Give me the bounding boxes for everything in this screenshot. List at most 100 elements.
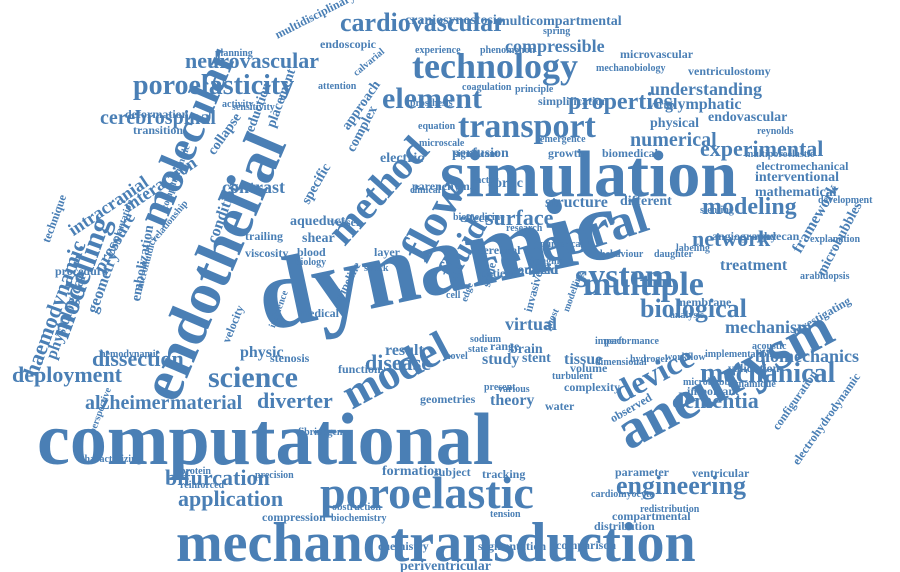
- cloud-word: present: [484, 382, 516, 393]
- cloud-word: phenomenon: [480, 45, 536, 56]
- cloud-word: daughter: [654, 249, 693, 260]
- cloud-word: coagulation: [462, 82, 512, 93]
- cloud-word: clinical: [410, 185, 441, 196]
- cloud-word: sodium: [470, 334, 502, 345]
- cloud-word: dementia: [672, 388, 759, 413]
- cloud-word: cerebrospinal: [100, 107, 216, 129]
- cloud-word: geometries: [420, 392, 476, 406]
- cloud-word: state: [468, 344, 488, 355]
- cloud-word: brain: [510, 342, 543, 357]
- cloud-word: vessel: [330, 215, 360, 229]
- cloud-word: virtual: [505, 314, 557, 334]
- cloud-word: biology: [295, 257, 327, 268]
- cloud-word: ventriculostomy: [688, 64, 771, 78]
- cloud-word: redistribution: [640, 504, 700, 515]
- cloud-word: periventricular: [400, 559, 491, 572]
- cloud-word: multicompartmental: [498, 14, 622, 29]
- cloud-word: implementation: [705, 349, 773, 360]
- cloud-word: dynamique: [728, 379, 776, 390]
- cloud-word: reinforced: [180, 480, 225, 491]
- cloud-word: disease: [365, 350, 431, 375]
- cloud-word: effect: [460, 211, 488, 225]
- cloud-word: explanation: [810, 234, 861, 245]
- cloud-word: cell: [446, 290, 461, 301]
- cloud-word: craniosynostosis: [405, 13, 503, 28]
- cloud-word: stent: [522, 351, 551, 366]
- cloud-word: turbulent: [552, 371, 593, 382]
- cloud-word: system: [575, 258, 674, 295]
- cloud-word: subject: [434, 465, 471, 479]
- cloud-word: stenting: [700, 205, 734, 216]
- cloud-word: biomedicine: [453, 212, 505, 223]
- cloud-word: study: [482, 351, 520, 368]
- cloud-word: technique: [39, 192, 70, 245]
- cloud-word: comparison: [556, 538, 616, 552]
- cloud-word: mechanism: [725, 317, 812, 337]
- cloud-word: cerebral: [478, 243, 521, 257]
- cloud-word: workflow: [665, 352, 706, 363]
- cloud-word: properties: [568, 89, 673, 115]
- cloud-word: simplification: [538, 94, 609, 108]
- cloud-word: impact: [595, 336, 625, 347]
- cloud-word: application: [178, 486, 284, 511]
- cloud-word: obstruction: [332, 502, 381, 513]
- cloud-word: trailing: [245, 229, 283, 243]
- cloud-word: principle: [515, 84, 554, 95]
- cloud-word: activity: [222, 99, 254, 110]
- cloud-word: arabidopsis: [800, 271, 850, 282]
- cloud-word: poroelasticity: [133, 70, 295, 101]
- cloud-word: parameter: [615, 465, 669, 479]
- cloud-word: analysis: [670, 310, 704, 321]
- cloud-word: shock: [364, 263, 389, 274]
- cloud-word: field: [532, 263, 559, 278]
- cloud-word: modeling: [702, 194, 797, 220]
- cloud-word: segmentation: [478, 539, 546, 553]
- cloud-word: bifurcation: [165, 465, 270, 490]
- cloud-word: membrane: [676, 295, 732, 309]
- cloud-word: precision: [255, 470, 294, 481]
- cloud-word: understanding: [650, 79, 763, 99]
- cloud-word: spring: [543, 26, 571, 37]
- cloud-word: research: [506, 223, 543, 234]
- cloud-word: aortic: [488, 176, 523, 191]
- cloud-word: cardiomyocyte: [591, 489, 654, 500]
- cloud-word: development: [818, 195, 873, 206]
- cloud-word: mathematical: [755, 185, 837, 200]
- cloud-word: interventional: [755, 170, 839, 185]
- cloud-word: protein: [180, 466, 211, 477]
- cloud-word: volume: [570, 361, 608, 375]
- cloud-word: water: [545, 399, 575, 413]
- cloud-word: microbubble: [683, 377, 738, 388]
- cloud-word: theory: [490, 392, 535, 409]
- cloud-word: patient: [480, 266, 516, 280]
- cloud-word: tension: [490, 509, 521, 520]
- cloud-word: characterizing: [80, 454, 142, 465]
- cloud-word: compressible: [505, 36, 605, 56]
- cloud-word: factor: [473, 175, 499, 186]
- cloud-word: dissection: [92, 346, 184, 371]
- cloud-word: experimental: [700, 136, 824, 161]
- cloud-word: microscale: [419, 138, 465, 149]
- cloud-word: biological: [640, 294, 747, 323]
- cloud-word: labeling: [676, 243, 710, 254]
- cloud-word: science: [208, 361, 298, 394]
- cloud-word: computational: [37, 399, 494, 481]
- cloud-word: numerical: [540, 239, 584, 250]
- cloud-word: transition: [133, 123, 184, 137]
- cloud-word: biomedical: [602, 146, 658, 160]
- cloud-word: medical: [299, 306, 339, 320]
- cloud-word: perfusion: [452, 146, 509, 161]
- cloud-word: layer: [374, 245, 400, 259]
- cloud-word: physical: [650, 116, 700, 131]
- cloud-word: performance: [604, 336, 659, 347]
- cloud-word: dimensional: [595, 357, 647, 368]
- cloud-word: parenchymal: [412, 179, 480, 193]
- cloud-word: electric: [380, 151, 424, 166]
- cloud-word: distribution: [594, 519, 655, 533]
- cloud-word: compression: [262, 510, 326, 524]
- cloud-word: physic: [240, 344, 284, 361]
- cloud-word: endoscopic: [320, 37, 377, 51]
- cloud-word: numerical: [630, 129, 717, 151]
- cloud-word: cardiovascular: [340, 8, 505, 37]
- cloud-word: mechanical: [700, 358, 836, 389]
